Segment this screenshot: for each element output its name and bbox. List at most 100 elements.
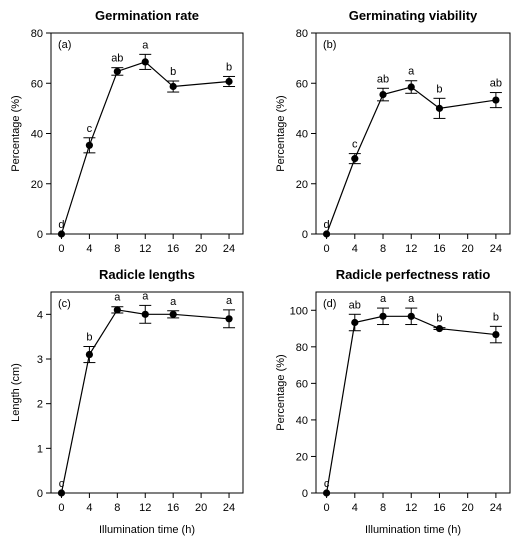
data-point — [492, 330, 500, 339]
data-point — [435, 104, 444, 112]
y-tick-label: 40 — [296, 129, 308, 141]
data-point — [57, 489, 66, 497]
data-point — [113, 306, 121, 314]
panel-title: Radicle perfectness ratio — [336, 267, 491, 282]
data-point — [225, 315, 233, 323]
x-tick-label: 20 — [462, 502, 474, 514]
x-tick-label: 24 — [223, 502, 235, 514]
data-point — [85, 350, 93, 359]
data-point — [57, 230, 66, 238]
data-point — [351, 155, 359, 163]
plot-frame — [315, 32, 511, 235]
significance-letter: c — [59, 478, 65, 490]
x-tick-label: 24 — [490, 502, 502, 514]
x-tick-label: 8 — [114, 502, 120, 514]
y-tick-label: 20 — [296, 451, 308, 463]
y-axis-label: Percentage (%) — [10, 95, 22, 171]
y-axis-label: Percentage (%) — [275, 354, 287, 430]
x-tick-label: 8 — [114, 243, 120, 255]
data-point — [492, 96, 500, 104]
data-point — [407, 83, 415, 91]
x-tick-label: 16 — [167, 502, 179, 514]
significance-letter: ab — [111, 53, 123, 65]
y-tick-label: 3 — [37, 354, 43, 366]
x-tick-label: 8 — [380, 502, 386, 514]
significance-letter: a — [142, 39, 149, 51]
significance-letter: ab — [349, 299, 361, 311]
y-tick-label: 20 — [31, 179, 43, 191]
x-tick-label: 24 — [490, 243, 502, 255]
series-line — [325, 315, 496, 494]
y-tick-label: 0 — [302, 488, 308, 500]
significance-letter: ab — [490, 78, 502, 90]
data-point — [169, 310, 177, 318]
x-tick-label: 4 — [86, 502, 92, 514]
y-tick-label: 4 — [37, 309, 43, 321]
panel-label: (c) — [58, 298, 71, 310]
y-tick-label: 40 — [31, 129, 43, 141]
x-tick-label: 8 — [380, 243, 386, 255]
y-tick-label: 1 — [37, 443, 43, 455]
panel-label: (d) — [323, 298, 336, 310]
y-tick-label: 40 — [296, 415, 308, 427]
significance-letter: ab — [377, 73, 389, 85]
y-tick-label: 60 — [31, 78, 43, 90]
significance-letter: b — [86, 331, 92, 343]
x-tick-label: 0 — [324, 502, 330, 514]
x-tick-label: 4 — [352, 243, 358, 255]
panel-title: Germination rate — [95, 8, 199, 23]
significance-letter: c — [324, 478, 330, 490]
significance-letter: a — [226, 295, 233, 307]
y-tick-label: 80 — [296, 342, 308, 354]
x-axis-label: Illumination time (h) — [99, 524, 195, 536]
x-tick-label: 12 — [405, 243, 417, 255]
significance-letter: c — [87, 123, 93, 135]
significance-letter: d — [324, 219, 330, 231]
y-tick-label: 80 — [31, 28, 43, 40]
x-tick-label: 16 — [433, 243, 445, 255]
x-tick-label: 20 — [462, 243, 474, 255]
x-tick-label: 12 — [405, 502, 417, 514]
panel-label: (b) — [323, 39, 336, 51]
significance-letter: a — [408, 293, 415, 305]
x-tick-label: 4 — [86, 243, 92, 255]
significance-letter: a — [114, 292, 121, 304]
data-point — [141, 310, 149, 318]
data-point — [322, 230, 331, 238]
y-axis-label: Percentage (%) — [275, 95, 287, 171]
y-tick-label: 60 — [296, 78, 308, 90]
x-tick-label: 12 — [139, 502, 151, 514]
y-tick-label: 0 — [302, 229, 308, 241]
x-tick-label: 20 — [195, 502, 207, 514]
data-point — [225, 77, 233, 86]
series-line — [60, 309, 230, 494]
significance-letter: b — [226, 61, 232, 73]
y-tick-label: 20 — [296, 179, 308, 191]
y-tick-label: 2 — [37, 399, 43, 411]
data-point — [85, 141, 93, 149]
x-tick-label: 0 — [58, 502, 64, 514]
panel-title: Radicle lengths — [99, 267, 195, 282]
x-tick-label: 16 — [433, 502, 445, 514]
y-tick-label: 100 — [290, 305, 308, 317]
significance-letter: a — [170, 296, 177, 308]
significance-letter: b — [493, 311, 499, 323]
x-tick-label: 0 — [58, 243, 64, 255]
y-tick-label: 80 — [296, 28, 308, 40]
y-tick-label: 0 — [37, 488, 43, 500]
data-point — [379, 312, 387, 320]
y-axis-label: Length (cm) — [10, 363, 22, 422]
data-point — [379, 90, 387, 99]
significance-letter: c — [352, 139, 358, 151]
data-point — [113, 67, 121, 76]
series-line — [60, 61, 230, 235]
x-tick-label: 12 — [139, 243, 151, 255]
data-point — [407, 312, 415, 320]
y-tick-label: 60 — [296, 378, 308, 390]
x-tick-label: 24 — [223, 243, 235, 255]
significance-letter: b — [436, 313, 442, 325]
data-point — [322, 489, 331, 497]
x-axis-label: Illumination time (h) — [365, 524, 461, 536]
